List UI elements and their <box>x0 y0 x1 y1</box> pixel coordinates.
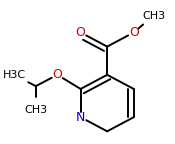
Text: O: O <box>52 68 62 81</box>
Text: O: O <box>76 26 86 39</box>
Text: O: O <box>129 26 139 39</box>
Text: N: N <box>76 111 85 124</box>
Text: CH3: CH3 <box>142 11 165 20</box>
Text: H3C: H3C <box>3 70 26 80</box>
Text: CH3: CH3 <box>24 105 47 115</box>
